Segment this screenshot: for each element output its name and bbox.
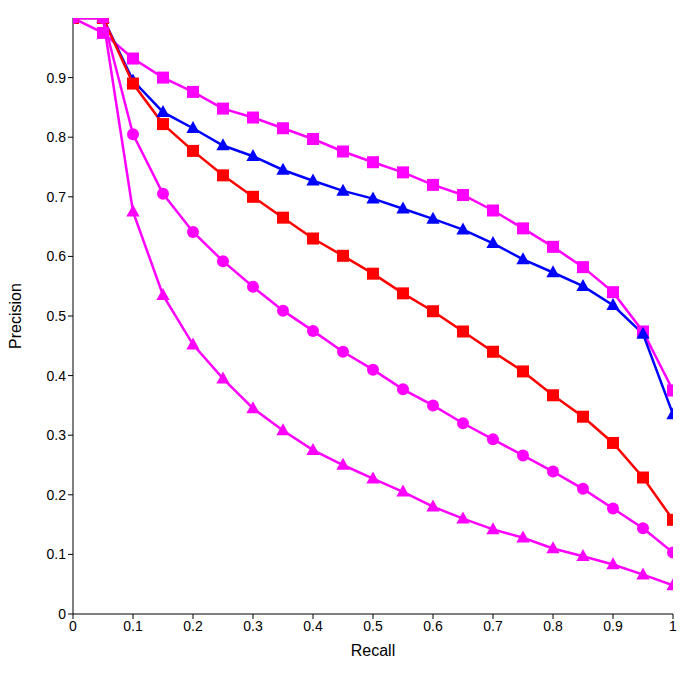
svg-text:0.9: 0.9	[47, 70, 67, 86]
svg-text:0: 0	[69, 618, 77, 634]
svg-text:Recall: Recall	[351, 642, 395, 659]
svg-text:0.1: 0.1	[47, 546, 67, 562]
svg-text:0.7: 0.7	[47, 189, 67, 205]
svg-text:0.6: 0.6	[47, 248, 67, 264]
svg-text:0.8: 0.8	[47, 129, 67, 145]
svg-text:0.3: 0.3	[47, 427, 67, 443]
svg-text:0.2: 0.2	[183, 618, 203, 634]
svg-text:0.6: 0.6	[423, 618, 443, 634]
svg-text:0.8: 0.8	[543, 618, 563, 634]
svg-text:1: 1	[669, 618, 677, 634]
svg-text:Precision: Precision	[8, 283, 24, 349]
svg-text:0.5: 0.5	[363, 618, 383, 634]
svg-text:0.3: 0.3	[243, 618, 263, 634]
svg-text:0.7: 0.7	[483, 618, 503, 634]
svg-text:0.1: 0.1	[123, 618, 143, 634]
svg-text:0.2: 0.2	[47, 487, 67, 503]
svg-text:0.9: 0.9	[603, 618, 623, 634]
svg-text:0.5: 0.5	[47, 308, 67, 324]
svg-text:0.4: 0.4	[303, 618, 323, 634]
svg-text:0: 0	[58, 606, 66, 622]
svg-text:0.4: 0.4	[47, 368, 67, 384]
